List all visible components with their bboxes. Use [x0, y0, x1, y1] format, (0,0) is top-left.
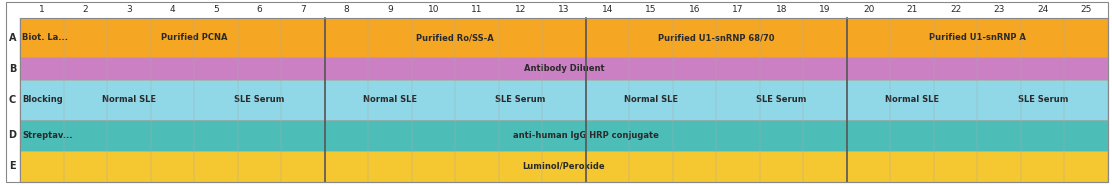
Text: 14: 14 [602, 4, 613, 14]
Text: Normal SLE: Normal SLE [102, 95, 156, 105]
Text: 25: 25 [1081, 4, 1092, 14]
Text: 21: 21 [906, 4, 917, 14]
Text: Purified Ro/SS-A: Purified Ro/SS-A [416, 33, 494, 42]
Text: 2: 2 [82, 4, 88, 14]
Text: SLE Serum: SLE Serum [1017, 95, 1068, 105]
Text: 1: 1 [39, 4, 44, 14]
Bar [325, 18, 586, 57]
Bar [20, 18, 1108, 182]
Text: Antibody Diluent: Antibody Diluent [524, 64, 604, 73]
Text: Normal SLE: Normal SLE [363, 95, 417, 105]
Bar [195, 80, 325, 120]
Text: Purified U1-snRNP A: Purified U1-snRNP A [929, 33, 1026, 42]
Text: C: C [9, 95, 16, 105]
Bar [586, 80, 716, 120]
Text: 19: 19 [820, 4, 831, 14]
Text: 15: 15 [645, 4, 657, 14]
Text: Luminol/Peroxide: Luminol/Peroxide [523, 162, 605, 171]
Text: 13: 13 [558, 4, 569, 14]
Text: SLE Serum: SLE Serum [495, 95, 546, 105]
Text: Biot. La...: Biot. La... [22, 33, 68, 42]
Bar [63, 18, 325, 57]
Text: D: D [8, 130, 16, 140]
Text: 12: 12 [515, 4, 526, 14]
Text: 24: 24 [1037, 4, 1049, 14]
Text: Normal SLE: Normal SLE [624, 95, 678, 105]
Text: Streptav...: Streptav... [22, 131, 72, 140]
Bar [586, 18, 847, 57]
Bar [325, 80, 455, 120]
Text: 3: 3 [126, 4, 131, 14]
Text: A: A [9, 33, 16, 43]
Bar [20, 151, 1108, 182]
Text: 4: 4 [169, 4, 175, 14]
Text: 18: 18 [776, 4, 787, 14]
Text: SLE Serum: SLE Serum [756, 95, 807, 105]
Text: 8: 8 [344, 4, 349, 14]
Bar [977, 80, 1108, 120]
Text: Purified PCNA: Purified PCNA [161, 33, 227, 42]
Text: 20: 20 [863, 4, 874, 14]
Text: Blocking: Blocking [22, 95, 62, 105]
Bar [20, 80, 63, 120]
Text: 7: 7 [300, 4, 306, 14]
Bar [63, 80, 195, 120]
Bar [20, 18, 63, 57]
Text: 10: 10 [428, 4, 439, 14]
Bar [847, 18, 1108, 57]
Bar [716, 80, 847, 120]
Text: Purified U1-snRNP 68/70: Purified U1-snRNP 68/70 [658, 33, 775, 42]
Text: SLE Serum: SLE Serum [235, 95, 285, 105]
Bar [20, 120, 63, 151]
Text: 23: 23 [993, 4, 1005, 14]
Text: 5: 5 [214, 4, 219, 14]
Text: 11: 11 [471, 4, 483, 14]
Text: 16: 16 [688, 4, 701, 14]
Bar [63, 120, 1108, 151]
Text: E: E [9, 161, 16, 171]
Text: 9: 9 [387, 4, 393, 14]
Text: 22: 22 [950, 4, 961, 14]
Bar [20, 57, 1108, 80]
Text: B: B [9, 64, 16, 74]
Text: anti-human IgG HRP conjugate: anti-human IgG HRP conjugate [513, 131, 658, 140]
Text: 17: 17 [733, 4, 744, 14]
Text: Normal SLE: Normal SLE [885, 95, 940, 105]
Bar [455, 80, 586, 120]
Bar [847, 80, 977, 120]
Text: 6: 6 [257, 4, 262, 14]
